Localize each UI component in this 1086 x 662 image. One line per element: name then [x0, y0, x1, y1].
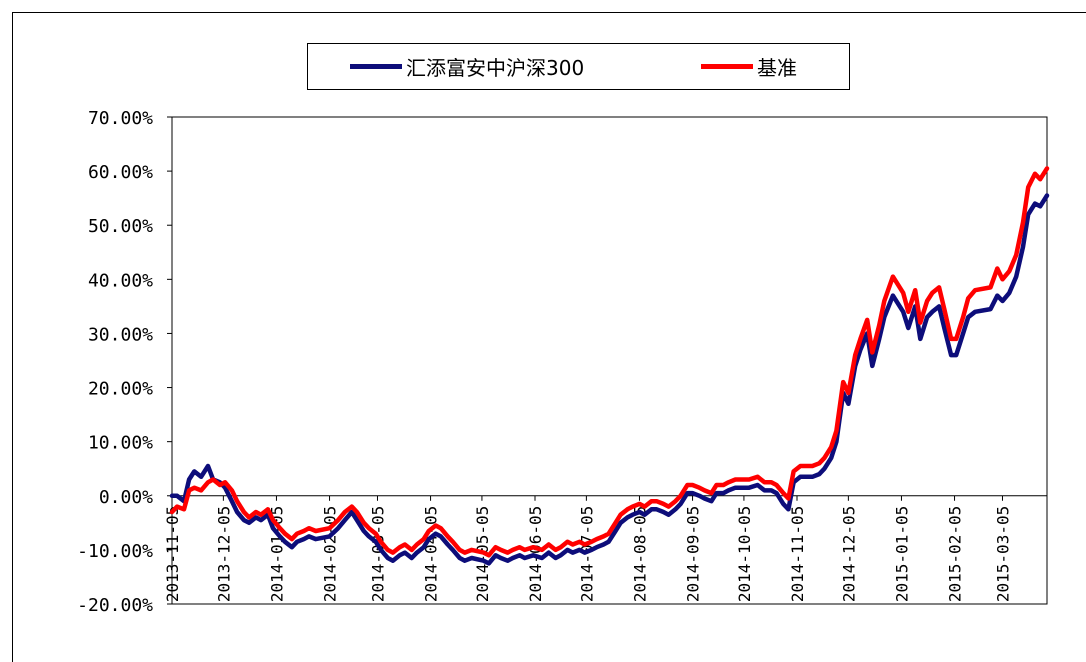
- chart-legend: 汇添富安中沪深300 基准: [307, 43, 850, 90]
- series-line-benchmark: [169, 166, 1050, 558]
- x-tick-label: 2014-04-05: [422, 506, 441, 602]
- chart-frame: [12, 12, 1086, 662]
- plot-area-border: [171, 116, 1048, 605]
- x-tick-label: 2015-01-05: [892, 506, 911, 602]
- y-axis-ticks: 70.00% 60.00% 50.00% 40.00% 30.00% 20.00% 10.0…: [77, 108, 172, 616]
- y-tick-label: 30.00%: [88, 324, 153, 345]
- x-tick-label: 2013-12-05: [214, 506, 233, 602]
- y-tick-label: 60.00%: [88, 162, 153, 183]
- x-tick-label: 2014-12-05: [839, 506, 858, 602]
- y-tick-label: 40.00%: [88, 270, 153, 291]
- legend-item-benchmark: 基准: [701, 44, 797, 89]
- y-tick-label: 50.00%: [88, 216, 153, 237]
- legend-swatch-benchmark: [701, 64, 753, 69]
- x-tick-label: 2014-11-05: [788, 506, 807, 602]
- x-tick-label: 2014-09-05: [684, 506, 703, 602]
- x-tick-label: 2015-02-05: [946, 506, 965, 602]
- legend-item-fund: 汇添富安中沪深300: [350, 44, 584, 89]
- y-tick-label: -20.00%: [77, 595, 153, 616]
- legend-label-fund: 汇添富安中沪深300: [406, 56, 585, 80]
- legend-swatch-fund: [350, 64, 402, 69]
- y-tick-label: 70.00%: [88, 108, 153, 129]
- series-line-fund: [169, 193, 1050, 566]
- x-axis-ticks: 2013-11-05 2013-12-05 2014-01-05 2014-02-05…: [163, 495, 1012, 602]
- y-tick-label: 0.00%: [99, 487, 153, 508]
- chart-series: [169, 166, 1050, 566]
- y-tick-label: 20.00%: [88, 379, 153, 400]
- x-tick-label: 2014-08-05: [630, 506, 649, 602]
- x-tick-label: 2014-10-05: [735, 506, 754, 602]
- x-tick-label: 2015-03-05: [993, 506, 1012, 602]
- y-tick-label: 10.00%: [88, 433, 153, 454]
- x-tick-label: 2013-11-05: [163, 506, 182, 602]
- legend-label-benchmark: 基准: [757, 56, 797, 80]
- y-tick-label: -10.00%: [77, 541, 153, 562]
